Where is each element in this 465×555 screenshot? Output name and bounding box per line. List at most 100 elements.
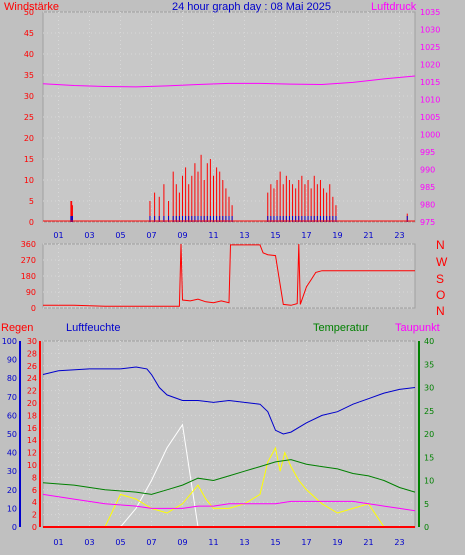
wind-x-tick-label: 17 [301, 231, 311, 240]
direction-line [43, 243, 415, 307]
wind-tick-label: 50 [24, 8, 34, 17]
humidity-tick-label: 60 [7, 411, 17, 420]
wind-tick-label: 20 [24, 134, 34, 143]
wind-x-tick-label: 09 [177, 231, 187, 240]
rain-tick-label: 4 [32, 498, 37, 507]
temperature-line [42, 459, 416, 495]
wind-x-tick-label: 15 [270, 231, 280, 240]
pressure-tick-label: 1005 [420, 113, 440, 122]
rain-tick-label: 8 [32, 473, 37, 482]
wind-tick-label: 0 [29, 218, 34, 227]
axis-ticks: 0510152025303540455097598098599099510001… [2, 8, 441, 547]
direction-label-n2: N [436, 304, 445, 318]
wind-x-tick-label: 07 [146, 231, 156, 240]
rain-tick-label: 22 [27, 387, 37, 396]
pressure-tick-label: 1020 [420, 61, 440, 70]
humidity-tick-label: 30 [7, 467, 17, 476]
humidity-x-tick-label: 03 [84, 538, 94, 547]
humidity-x-tick-label: 07 [146, 538, 156, 547]
temp-tick-label: 25 [424, 407, 434, 416]
humidity-x-tick-label: 21 [363, 538, 373, 547]
humidity-tick-label: 0 [12, 523, 17, 532]
wind-tick-label: 30 [24, 92, 34, 101]
pressure-tick-label: 980 [420, 201, 435, 210]
wind-tick-label: 45 [24, 29, 34, 38]
rain-tick-label: 12 [27, 449, 37, 458]
humidity-tick-label: 10 [7, 504, 17, 513]
humidity-plot-area [42, 340, 416, 528]
rain-tick-label: 18 [27, 411, 37, 420]
pressure-axis-title: Luftdruck [371, 1, 417, 13]
temp-tick-label: 10 [424, 477, 434, 486]
temp-tick-label: 40 [424, 337, 434, 346]
wind-tick-label: 5 [29, 197, 34, 206]
pressure-tick-label: 995 [420, 148, 435, 157]
humidity-x-tick-label: 05 [115, 538, 125, 547]
pressure-tick-label: 1000 [420, 131, 440, 140]
humidity-tick-label: 70 [7, 393, 17, 402]
wind-plot-area [42, 11, 416, 223]
grid-lines [43, 11, 415, 528]
rain-tick-label: 24 [27, 374, 37, 383]
rain-tick-label: 2 [32, 511, 37, 520]
rain-tick-label: 26 [27, 362, 37, 371]
wind-x-tick-label: 21 [363, 231, 373, 240]
humidity-tick-label: 40 [7, 449, 17, 458]
humidity-x-tick-label: 01 [53, 538, 63, 547]
wind-tick-label: 10 [24, 176, 34, 185]
rain-tick-label: 14 [27, 436, 37, 445]
direction-tick-label: 180 [21, 272, 36, 281]
wind-x-tick-label: 11 [208, 231, 218, 240]
rain-tick-label: 10 [27, 461, 37, 470]
temp-tick-label: 20 [424, 430, 434, 439]
rain-tick-label: 28 [27, 349, 37, 358]
temp-tick-label: 5 [424, 500, 429, 509]
chart-title: 24 hour graph day : 08 Mai 2025 [172, 1, 332, 13]
rain-tick-label: 0 [32, 523, 37, 532]
plot-panels [42, 11, 416, 528]
wind-x-tick-label: 23 [394, 231, 404, 240]
pressure-tick-label: 1035 [420, 8, 440, 17]
pressure-tick-label: 1015 [420, 78, 440, 87]
pressure-tick-label: 975 [420, 218, 435, 227]
direction-tick-label: 90 [26, 288, 36, 297]
pressure-tick-label: 1010 [420, 96, 440, 105]
solar-line [43, 446, 415, 528]
dewpoint-axis-title: Taupunkt [395, 322, 440, 334]
temperature-axis-title: Temperatur [313, 322, 369, 334]
direction-tick-label: 270 [21, 256, 36, 265]
pressure-tick-label: 985 [420, 183, 435, 192]
direction-tick-label: 360 [21, 240, 36, 249]
wind-tick-label: 15 [24, 155, 34, 164]
humidity-x-tick-label: 19 [332, 538, 342, 547]
direction-label-o: O [436, 288, 446, 302]
dewpoint-line [42, 493, 416, 512]
data-marks [42, 75, 416, 528]
humidity-tick-label: 50 [7, 430, 17, 439]
humidity-x-tick-label: 13 [239, 538, 249, 547]
humidity-tick-label: 80 [7, 374, 17, 383]
humidity-tick-label: 100 [2, 337, 17, 346]
humidity-axis-title: Luftfeuchte [66, 322, 121, 334]
humidity-x-tick-label: 09 [177, 538, 187, 547]
rain-tick-label: 6 [32, 486, 37, 495]
humidity-line [42, 366, 416, 435]
rain-tick-label: 20 [27, 399, 37, 408]
wind-tick-label: 35 [24, 71, 34, 80]
pressure-tick-label: 1025 [420, 43, 440, 52]
rain-axis-title: Regen [1, 322, 34, 334]
humidity-x-tick-label: 17 [301, 538, 311, 547]
humidity-x-tick-label: 23 [394, 538, 404, 547]
rain-tick-label: 30 [27, 337, 37, 346]
wind-tick-label: 40 [24, 50, 34, 59]
humidity-x-tick-label: 15 [270, 538, 280, 547]
direction-label-n1: N [436, 238, 445, 252]
wind-x-tick-label: 01 [53, 231, 63, 240]
humidity-tick-label: 90 [7, 356, 17, 365]
pressure-tick-label: 1030 [420, 26, 440, 35]
temp-tick-label: 30 [424, 384, 434, 393]
temp-tick-label: 35 [424, 360, 434, 369]
temp-tick-label: 15 [424, 453, 434, 462]
direction-label-s: S [436, 272, 445, 286]
